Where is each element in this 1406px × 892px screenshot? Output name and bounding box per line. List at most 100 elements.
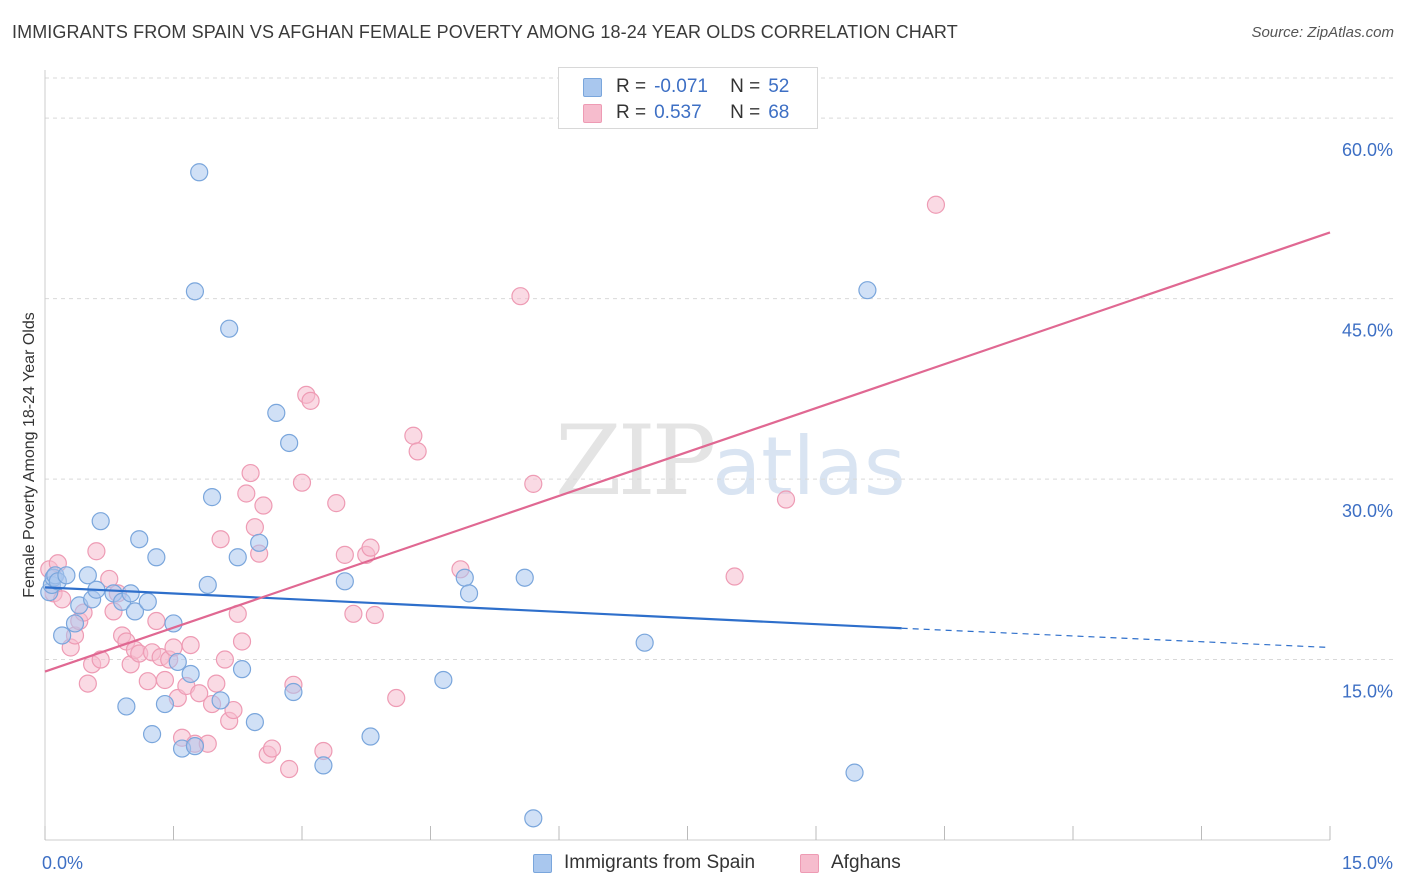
afghan-point: [207, 674, 226, 693]
spain-point: [220, 319, 239, 338]
legend-n-label: N =: [730, 76, 761, 97]
afghan-point: [241, 463, 260, 483]
afghan-point: [215, 650, 234, 669]
afghan-point: [262, 739, 282, 758]
spain-point: [130, 530, 149, 549]
legend-n-value: 52: [768, 76, 790, 97]
spain-point: [515, 568, 534, 587]
afghan-point: [404, 426, 423, 445]
legend-item-spain: Immigrants from Spain: [533, 852, 755, 874]
afghan-point: [237, 484, 256, 503]
spain-point: [858, 281, 877, 300]
spain-point: [202, 488, 222, 507]
spain-point: [434, 670, 453, 690]
spain-point: [211, 691, 230, 710]
afghan-point: [361, 538, 380, 557]
afghan-point: [926, 195, 946, 214]
afghan-point: [224, 700, 243, 720]
spain-point: [125, 602, 145, 621]
legend-swatch-spain: [533, 853, 552, 873]
afghan-point: [147, 611, 166, 631]
y-tick-label: 15.0%: [1342, 682, 1393, 702]
spain-point: [91, 512, 110, 531]
afghan-point: [254, 496, 273, 515]
spain-point: [190, 163, 209, 182]
legend-row-afghans: R = 0.537 N = 68: [583, 101, 789, 125]
spain-point: [53, 626, 72, 645]
chart-source: Source: ZipAtlas.com: [1251, 24, 1394, 41]
spain-point: [314, 756, 333, 775]
afghan-point: [211, 530, 230, 549]
legend-n-label: N =: [730, 102, 761, 123]
y-tick-label: 45.0%: [1342, 321, 1393, 341]
spain-point: [168, 652, 187, 672]
legend-swatch-afghans: [583, 103, 602, 123]
spain-point: [164, 614, 183, 633]
spain-point: [232, 660, 252, 679]
afghan-point: [344, 604, 363, 623]
legend-label-afghans: Afghans: [831, 852, 901, 873]
legend-n-value: 68: [768, 102, 790, 123]
spain-point: [185, 737, 205, 756]
legend-item-afghans: Afghans: [800, 852, 901, 874]
afghan-point: [524, 474, 543, 493]
spain-point: [250, 533, 269, 552]
afghan-point: [335, 545, 354, 564]
trendline-afghans: [44, 231, 1331, 673]
afghan-point: [138, 672, 157, 691]
afghan-point: [725, 567, 744, 586]
legend-r-label: R =: [616, 102, 647, 123]
afghan-point: [181, 635, 200, 655]
afghan-point: [190, 684, 209, 703]
y-axis-title: Female Poverty Among 18-24 Year Olds: [21, 312, 38, 598]
correlation-legend: R = -0.071 N = 52 R = 0.537 N = 68: [558, 67, 818, 129]
legend-row-spain: R = -0.071 N = 52: [583, 75, 789, 99]
spain-point: [181, 664, 200, 684]
afghan-point: [387, 688, 406, 708]
trendline-spain-extension: [901, 627, 1331, 649]
spain-point: [155, 694, 175, 714]
chart-title: IMMIGRANTS FROM SPAIN VS AFGHAN FEMALE P…: [12, 22, 958, 42]
spain-point: [524, 809, 543, 828]
spain-point: [284, 682, 303, 702]
afghan-point: [155, 670, 175, 690]
afghan-point: [292, 473, 312, 492]
spain-point: [245, 712, 264, 732]
spain-point: [198, 575, 217, 595]
spain-point: [455, 568, 474, 587]
spain-point: [117, 697, 136, 716]
afghan-point: [280, 759, 299, 779]
afghan-point: [776, 490, 796, 509]
spain-point: [280, 433, 299, 453]
spain-point: [267, 403, 286, 422]
spain-point: [65, 614, 85, 633]
spain-point: [138, 592, 157, 611]
spain-point: [185, 282, 205, 301]
legend-r-value: -0.071: [654, 76, 708, 97]
legend-label-spain: Immigrants from Spain: [564, 852, 756, 873]
spain-point: [121, 584, 140, 603]
y-tick-label: 60.0%: [1342, 140, 1393, 160]
spain-point: [78, 566, 97, 585]
afghan-point: [78, 674, 97, 693]
legend-r-value: 0.537: [654, 102, 702, 123]
trendline-spain: [44, 586, 902, 630]
spain-point: [361, 727, 380, 746]
spain-point: [845, 763, 864, 782]
spain-point: [459, 584, 479, 603]
legend-swatch-afghans: [800, 853, 819, 873]
spain-point: [635, 633, 654, 652]
spain-point: [335, 572, 354, 591]
spain-point: [142, 725, 162, 744]
legend-swatch-spain: [583, 77, 602, 97]
afghan-point: [408, 442, 427, 461]
afghan-point: [327, 494, 346, 513]
x-tick-label: 0.0%: [42, 853, 83, 873]
afghan-point: [91, 650, 110, 669]
legend-r-label: R =: [616, 76, 647, 97]
afghan-point: [511, 287, 530, 306]
spain-point: [147, 548, 166, 567]
afghan-point: [365, 605, 384, 625]
